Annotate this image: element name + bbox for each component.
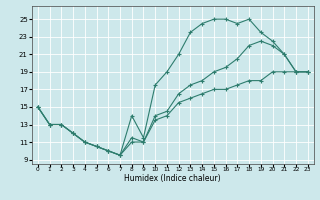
X-axis label: Humidex (Indice chaleur): Humidex (Indice chaleur)	[124, 174, 221, 183]
